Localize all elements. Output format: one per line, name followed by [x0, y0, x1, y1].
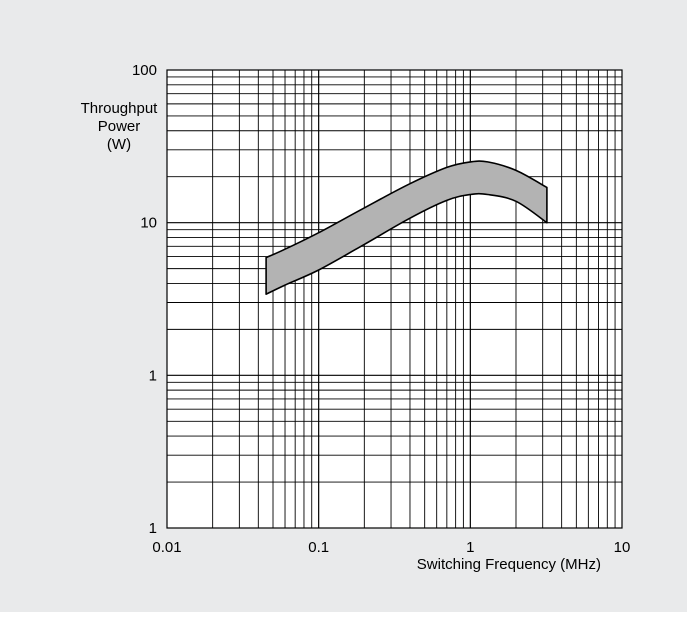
- x-tick-label: 0.1: [308, 539, 329, 556]
- y-tick-labels: 100 10 1 1: [132, 62, 157, 537]
- plot-area: [167, 70, 622, 528]
- grid: [167, 70, 622, 528]
- throughput-band: [265, 160, 548, 295]
- x-tick-label: 10: [614, 539, 631, 556]
- y-axis-label-line-3: (W): [107, 136, 131, 153]
- x-tick-labels: 0.01 0.1 1 10: [152, 539, 630, 556]
- y-tick-label: 1: [149, 367, 157, 384]
- x-tick-label: 0.01: [152, 539, 181, 556]
- y-tick-label: 10: [140, 215, 157, 232]
- y-tick-label: 100: [132, 62, 157, 79]
- y-axis-label-line-1: Throughput: [81, 100, 159, 117]
- y-tick-label: 1: [149, 520, 157, 537]
- x-tick-label: 1: [466, 539, 474, 556]
- y-axis-label-line-2: Power: [98, 118, 141, 135]
- plot-border: [166, 69, 623, 529]
- x-axis-label: Switching Frequency (MHz): [417, 556, 601, 573]
